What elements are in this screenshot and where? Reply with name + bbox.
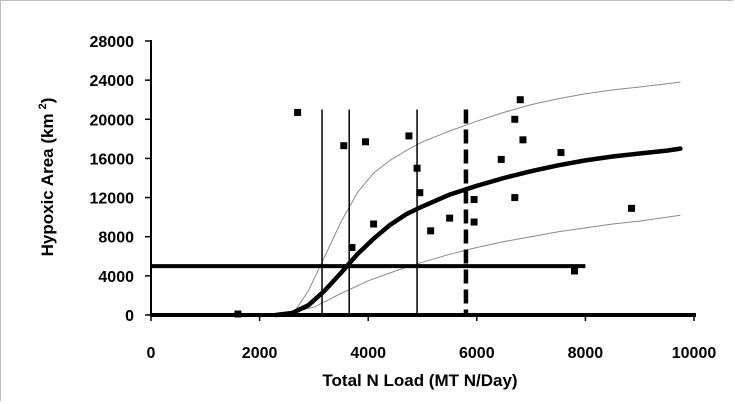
data-point-12 (470, 196, 478, 204)
data-point-5 (361, 138, 369, 146)
y-tick-label-12000: 12000 (90, 191, 135, 208)
data-point-18 (519, 136, 527, 144)
y-tick-label-16000: 16000 (90, 151, 135, 168)
x-tick-label-0: 0 (147, 345, 156, 362)
y-axis-title-main: Hypoxic Area (km (38, 113, 57, 256)
data-point-13 (470, 218, 478, 226)
lower-band-line (281, 214, 681, 316)
y-tick-label-0: 0 (125, 308, 134, 325)
data-point-3 (340, 142, 348, 150)
x-tick-label-4000: 4000 (350, 345, 386, 362)
data-point-16 (511, 115, 519, 123)
y-tick-label-8000: 8000 (98, 230, 134, 247)
data-point-20 (571, 267, 579, 275)
axes (150, 40, 696, 317)
data-point-4 (348, 243, 356, 251)
data-point-8 (413, 164, 421, 172)
x-tick-label-8000: 8000 (568, 345, 604, 362)
y-axis-title-close: ) (38, 98, 57, 104)
y-tick-label-28000: 28000 (90, 34, 135, 51)
y-axis-title-superscript: 2 (37, 103, 49, 109)
data-point-15 (511, 194, 519, 202)
data-point-6 (370, 220, 378, 228)
data-point-17 (516, 96, 524, 104)
data-point-10 (427, 227, 435, 235)
upper-band-line (291, 81, 681, 316)
vertical-reference-lines (321, 109, 469, 315)
y-tick-label-20000: 20000 (90, 112, 135, 129)
x-ticks: 0 2000 4000 6000 8000 10000 (147, 315, 717, 362)
y-ticks: 0 4000 8000 12000 16000 20000 24000 28000 (90, 34, 151, 325)
confidence-bands (281, 81, 681, 316)
data-point-19 (557, 149, 565, 157)
data-point-21 (628, 204, 636, 212)
y-tick-label-24000: 24000 (90, 73, 135, 90)
fitted-curve (273, 146, 683, 318)
x-tick-label-10000: 10000 (672, 345, 717, 362)
data-point-2 (294, 108, 302, 116)
y-axis-title: Hypoxic Area (km 2) (37, 98, 57, 257)
data-point-9 (416, 189, 424, 197)
x-axis-title: Total N Load (MT N/Day) (322, 371, 517, 390)
x-tick-label-2000: 2000 (242, 345, 278, 362)
data-point-14 (497, 155, 505, 163)
data-point-7 (405, 132, 413, 140)
fitted-curve-line (273, 146, 683, 318)
data-points (234, 96, 636, 318)
x-tick-label-6000: 6000 (459, 345, 495, 362)
y-tick-label-4000: 4000 (98, 269, 134, 286)
data-point-11 (446, 214, 454, 222)
